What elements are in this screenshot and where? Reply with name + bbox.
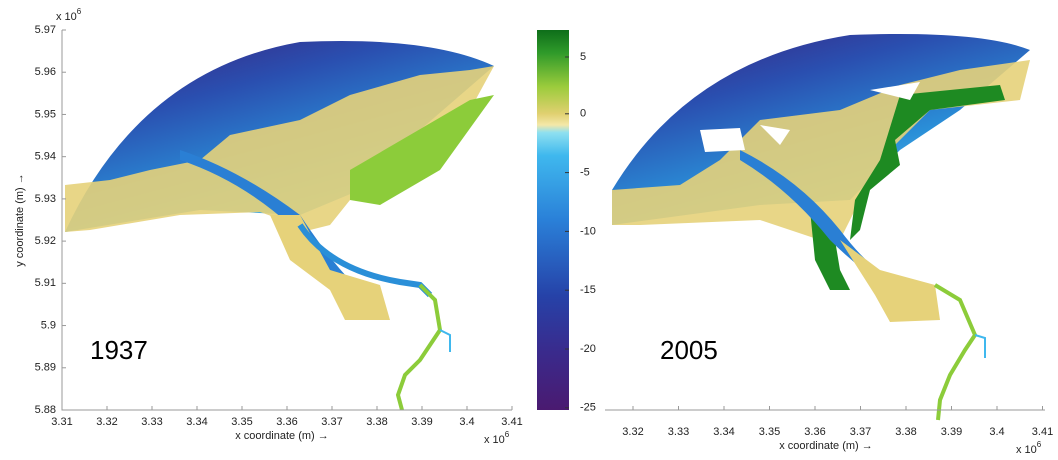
y-tick-label: 5.92 bbox=[35, 235, 56, 247]
year-label: 2005 bbox=[660, 335, 718, 365]
x-tick-label: 3.4 bbox=[989, 426, 1004, 438]
figure: 1937 2005 x coordinate (m) → x coordinat… bbox=[0, 0, 1058, 455]
x-tick-label: 3.34 bbox=[713, 426, 734, 438]
x-tick-label: 3.39 bbox=[941, 426, 962, 438]
x-tick-label: 3.33 bbox=[668, 426, 689, 438]
colorbar-tick-label: -15 bbox=[580, 284, 596, 296]
x-tick-label: 3.35 bbox=[231, 416, 252, 428]
x-tick-label: 3.38 bbox=[895, 426, 916, 438]
colorbar-tick-label: -10 bbox=[580, 225, 596, 237]
colorbar-tick-label: -20 bbox=[580, 343, 596, 355]
colorbar-tick-label: -25 bbox=[580, 402, 596, 414]
x-tick-label: 3.32 bbox=[96, 416, 117, 428]
x-tick-label: 3.41 bbox=[1032, 426, 1053, 438]
x-exponent: x 106 bbox=[484, 430, 510, 446]
x-tick-label: 3.39 bbox=[411, 416, 432, 428]
x-tick-label: 3.38 bbox=[366, 416, 387, 428]
x-tick-label: 3.36 bbox=[276, 416, 297, 428]
y-tick-label: 5.95 bbox=[35, 108, 56, 120]
colorbar-tick-label: 0 bbox=[580, 108, 586, 120]
y-tick-label: 5.89 bbox=[35, 362, 56, 374]
x-tick-label: 3.36 bbox=[804, 426, 825, 438]
y-tick-label: 5.91 bbox=[35, 277, 56, 289]
y-tick-label: 5.97 bbox=[35, 24, 56, 36]
y-tick-label: 5.93 bbox=[35, 193, 56, 205]
x-tick-label: 3.37 bbox=[321, 416, 342, 428]
x-tick-label: 3.33 bbox=[141, 416, 162, 428]
x-tick-label: 3.37 bbox=[850, 426, 871, 438]
y-tick-label: 5.96 bbox=[35, 66, 56, 78]
x-axis-label: x coordinate (m) → bbox=[235, 430, 329, 442]
y-tick-label: 5.9 bbox=[41, 319, 56, 331]
year-label: 1937 bbox=[90, 335, 148, 365]
y-exponent: x 106 bbox=[56, 7, 82, 23]
x-tick-label: 3.31 bbox=[51, 416, 72, 428]
x-tick-label: 3.34 bbox=[186, 416, 207, 428]
y-tick-label: 5.94 bbox=[35, 151, 56, 163]
x-axis-label: x coordinate (m) → bbox=[779, 440, 873, 452]
x-exponent: x 106 bbox=[1016, 440, 1042, 455]
y-tick-label: 5.88 bbox=[35, 404, 56, 416]
x-tick-label: 3.32 bbox=[622, 426, 643, 438]
x-tick-label: 3.4 bbox=[459, 416, 474, 428]
x-tick-label: 3.41 bbox=[501, 416, 522, 428]
colorbar bbox=[537, 30, 569, 410]
colorbar-tick-label: -5 bbox=[580, 167, 590, 179]
y-axis-label: y coordinate (m) → bbox=[14, 173, 26, 267]
colorbar-tick-label: 5 bbox=[580, 51, 586, 63]
x-tick-label: 3.35 bbox=[759, 426, 780, 438]
